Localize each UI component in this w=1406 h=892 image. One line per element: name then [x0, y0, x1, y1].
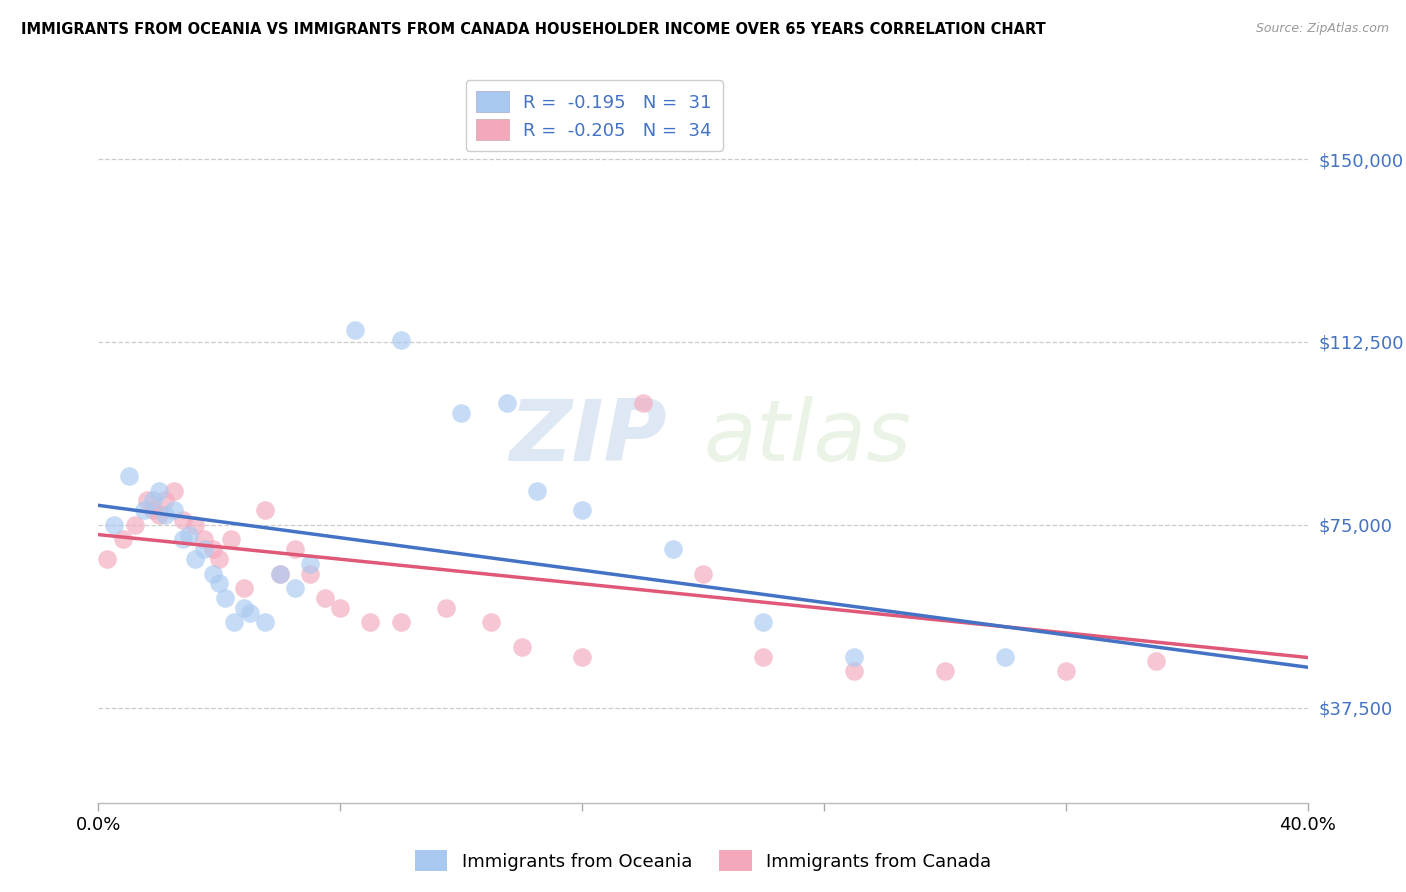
Point — [132, 503, 155, 517]
Point — [148, 508, 170, 522]
Point — [214, 591, 236, 605]
Point — [1054, 664, 1077, 678]
Point — [96, 552, 118, 566]
Point — [172, 513, 194, 527]
Point — [434, 600, 457, 615]
Point — [253, 615, 276, 630]
Point — [360, 615, 382, 630]
Point — [253, 503, 276, 517]
Point — [752, 649, 775, 664]
Point — [135, 493, 157, 508]
Point — [118, 469, 141, 483]
Point — [124, 517, 146, 532]
Point — [208, 576, 231, 591]
Point — [934, 664, 956, 678]
Text: Source: ZipAtlas.com: Source: ZipAtlas.com — [1256, 22, 1389, 36]
Point — [481, 615, 503, 630]
Point — [692, 566, 714, 581]
Point — [202, 566, 225, 581]
Legend: Immigrants from Oceania, Immigrants from Canada: Immigrants from Oceania, Immigrants from… — [408, 843, 998, 879]
Point — [163, 503, 186, 517]
Point — [844, 664, 866, 678]
Point — [232, 581, 254, 595]
Point — [239, 606, 262, 620]
Legend: R =  -0.195   N =  31, R =  -0.205   N =  34: R = -0.195 N = 31, R = -0.205 N = 34 — [465, 80, 723, 151]
Point — [631, 396, 654, 410]
Point — [495, 396, 517, 410]
Point — [193, 542, 215, 557]
Point — [284, 581, 307, 595]
Point — [103, 517, 125, 532]
Point — [269, 566, 291, 581]
Point — [1144, 654, 1167, 668]
Point — [153, 508, 176, 522]
Point — [844, 649, 866, 664]
Text: IMMIGRANTS FROM OCEANIA VS IMMIGRANTS FROM CANADA HOUSEHOLDER INCOME OVER 65 YEA: IMMIGRANTS FROM OCEANIA VS IMMIGRANTS FR… — [21, 22, 1046, 37]
Point — [299, 557, 322, 571]
Point — [153, 493, 176, 508]
Point — [179, 527, 201, 541]
Point — [269, 566, 291, 581]
Point — [329, 600, 352, 615]
Point — [142, 493, 165, 508]
Point — [202, 542, 225, 557]
Point — [284, 542, 307, 557]
Point — [232, 600, 254, 615]
Point — [571, 649, 593, 664]
Point — [184, 552, 207, 566]
Point — [526, 483, 548, 498]
Point — [184, 517, 207, 532]
Point — [208, 552, 231, 566]
Point — [148, 483, 170, 498]
Point — [389, 333, 412, 347]
Point — [389, 615, 412, 630]
Point — [510, 640, 533, 654]
Point — [163, 483, 186, 498]
Text: ZIP: ZIP — [509, 395, 666, 479]
Point — [314, 591, 336, 605]
Point — [224, 615, 246, 630]
Point — [344, 323, 367, 337]
Point — [193, 533, 215, 547]
Point — [299, 566, 322, 581]
Point — [994, 649, 1017, 664]
Point — [111, 533, 134, 547]
Point — [571, 503, 593, 517]
Point — [661, 542, 683, 557]
Text: atlas: atlas — [703, 395, 911, 479]
Point — [172, 533, 194, 547]
Point — [752, 615, 775, 630]
Point — [221, 533, 243, 547]
Point — [142, 503, 165, 517]
Point — [450, 406, 472, 420]
